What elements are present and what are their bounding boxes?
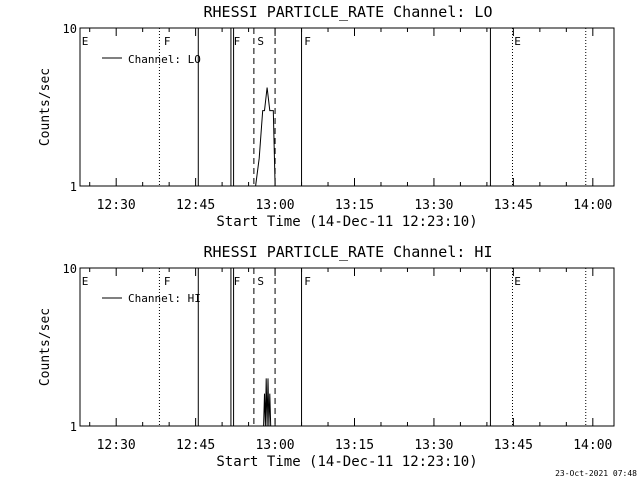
lo-rate-series-line	[255, 87, 276, 187]
lo-event-flag-f: F	[234, 35, 241, 48]
hi-channel-panel: RHESSI PARTICLE_RATE Channel: HI Counts/…	[38, 243, 615, 470]
lo-x-tick-label: 13:45	[494, 198, 533, 213]
lo-chart-title: RHESSI PARTICLE_RATE Channel: LO	[204, 3, 493, 21]
lo-event-flag-e: E	[82, 35, 89, 48]
hi-rate-series-line	[263, 378, 272, 427]
hi-legend-label: Channel: HI	[128, 292, 201, 305]
hi-plot-frame	[79, 267, 615, 427]
lo-event-flag-f: F	[164, 35, 171, 48]
hi-x-axis-label: Start Time (14-Dec-11 12:23:10)	[216, 454, 477, 470]
lo-x-tick-label: 12:45	[176, 198, 215, 213]
hi-event-flag-s: S	[257, 275, 264, 288]
generation-timestamp: 23-Oct-2021 07:48	[555, 469, 637, 478]
lo-x-tick-label: 13:00	[255, 198, 294, 213]
lo-event-flag-e: E	[514, 35, 521, 48]
lo-x-tick-label: 13:30	[414, 198, 453, 213]
lo-channel-panel: RHESSI PARTICLE_RATE Channel: LO Counts/…	[38, 3, 615, 230]
lo-y-axis-label: Counts/sec	[38, 68, 53, 146]
hi-event-flag-f: F	[234, 275, 241, 288]
lo-x-tick-label: 13:15	[335, 198, 374, 213]
hi-event-flag-e: E	[514, 275, 521, 288]
lo-event-flag-s: S	[257, 35, 264, 48]
hi-x-tick-label: 14:00	[573, 438, 612, 453]
lo-x-tick-label: 14:00	[573, 198, 612, 213]
hi-x-tick-label: 13:45	[494, 438, 533, 453]
hi-event-flag-e: E	[82, 275, 89, 288]
lo-y-tick-label: 10	[63, 22, 77, 36]
hi-x-tick-label: 13:00	[255, 438, 294, 453]
hi-y-tick-label: 10	[63, 262, 77, 276]
lo-event-flag-f: F	[304, 35, 311, 48]
hi-x-tick-label: 12:30	[97, 438, 136, 453]
hi-event-flag-f: F	[304, 275, 311, 288]
lo-legend-label: Channel: LO	[128, 53, 201, 66]
hi-x-tick-label: 13:30	[414, 438, 453, 453]
hi-event-flag-f: F	[164, 275, 171, 288]
hi-y-tick-label: 1	[70, 420, 77, 434]
lo-plot-frame	[79, 27, 615, 187]
lo-x-axis-label: Start Time (14-Dec-11 12:23:10)	[216, 214, 477, 230]
hi-x-tick-label: 12:45	[176, 438, 215, 453]
lo-x-tick-label: 12:30	[97, 198, 136, 213]
lo-y-tick-label: 1	[70, 180, 77, 194]
hi-chart-title: RHESSI PARTICLE_RATE Channel: HI	[204, 243, 493, 261]
hi-x-tick-label: 13:15	[335, 438, 374, 453]
hi-y-axis-label: Counts/sec	[38, 308, 53, 386]
